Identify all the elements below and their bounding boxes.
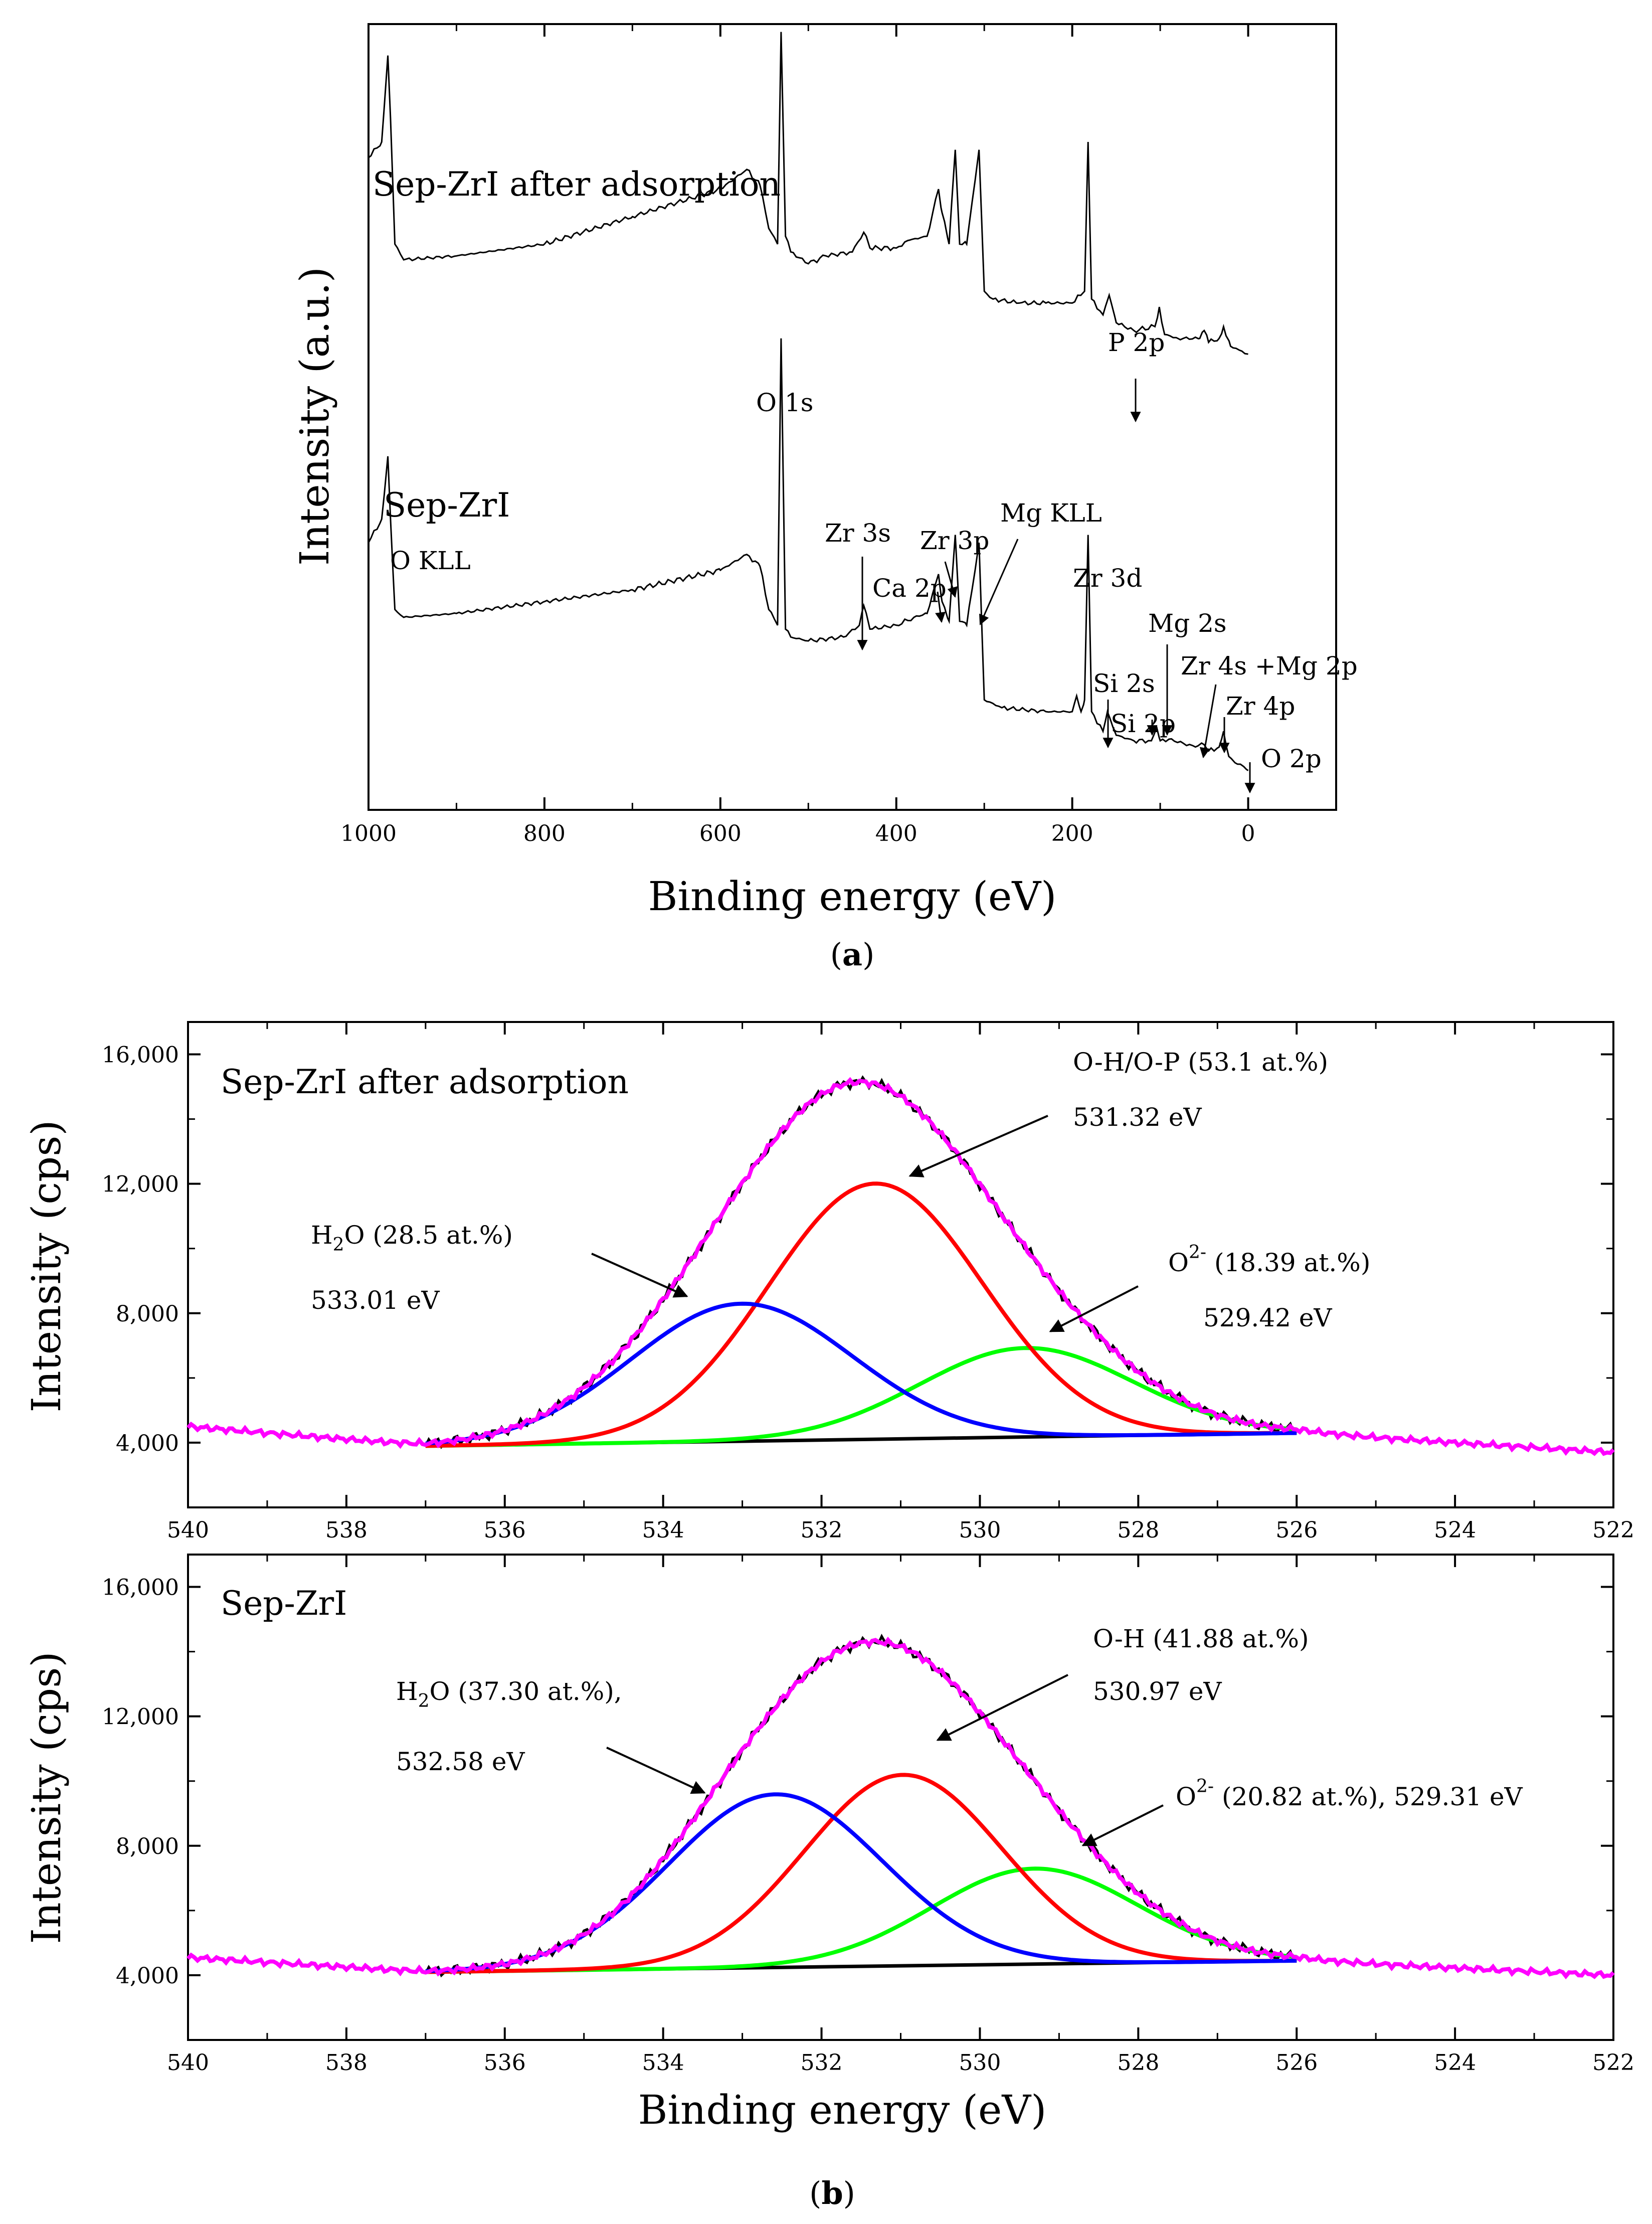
oh-component-line-bottom (425, 1773, 1297, 1974)
x-tick-label: 526 (1275, 1517, 1318, 1543)
ann-zr3d: Zr 3d (1073, 564, 1142, 593)
panel-b-top: 540 538 536 534 532 530 528 526 524 522 16,000 12,0… (23, 1021, 1634, 1543)
bt-o2-ev: 529.42 eV (1203, 1303, 1332, 1332)
survey-line-sep-zri (368, 338, 1249, 771)
x-tick-label: 530 (959, 1517, 1001, 1543)
bb-o2-name: O2- (20.82 at.%), 529.31 eV (1176, 1776, 1523, 1811)
bb-arrow-h2o (606, 1747, 706, 1794)
arrow-mgkll (979, 539, 1019, 625)
ann-zr3p: Zr 3p (920, 526, 989, 555)
x-tick-label: 528 (1117, 1517, 1159, 1543)
y-tick-label: 4,000 (116, 1431, 179, 1456)
panel-b-top-ylabel: Intensity (cps) (23, 1120, 70, 1412)
envelope-line-bottom (187, 1636, 1615, 1980)
ann-zr4p: Zr 4p (1226, 692, 1295, 721)
ann-zr4s: Zr 4s +Mg 2p (1181, 651, 1358, 680)
x-tick-label: 200 (1051, 821, 1093, 846)
panel-a-label: (a) (830, 936, 875, 973)
ann-o1s: O 1s (756, 388, 813, 417)
ann-okll: O KLL (390, 546, 471, 575)
panel-a-sample-after: Sep-ZrI after adsorption (373, 165, 781, 204)
x-tick-label: 530 (959, 2050, 1001, 2076)
o2-component-line-top (425, 1346, 1297, 1448)
bt-oh-name: O-H/O-P (53.1 at.%) (1073, 1048, 1328, 1077)
arrow-ca2p (935, 591, 946, 623)
bt-arrow-h2o (591, 1253, 688, 1298)
bt-h2o-name: H2O (28.5 at.%) (311, 1221, 513, 1255)
x-tick-label: 600 (699, 821, 742, 846)
h2o-component-line-top (425, 1301, 1297, 1446)
bt-oh-ev: 531.32 eV (1073, 1103, 1202, 1132)
survey-line-after-adsorption (368, 32, 1248, 355)
x-tick-label: 536 (484, 1517, 526, 1543)
bt-o2-name: O2- (18.39 at.%) (1168, 1242, 1370, 1277)
arrow-zr4s (1199, 684, 1217, 759)
oh-component-line-top (425, 1181, 1297, 1448)
y-tick-label: 4,000 (116, 1963, 179, 1989)
panel-b-xlabel: Binding energy (eV) (638, 2087, 1047, 2133)
ann-ca2p: Ca 2p (872, 574, 947, 603)
ann-si2p: Si 2p (1111, 709, 1176, 738)
x-tick-label: 536 (484, 2050, 526, 2076)
y-tick-label: 8,000 (116, 1301, 179, 1327)
panel-b-bottom-ticks: 540 538 536 534 532 530 528 526 524 522 16,000 12,0… (102, 1555, 1634, 2076)
x-tick-label: 522 (1592, 1517, 1634, 1543)
x-tick-label: 528 (1117, 2050, 1159, 2076)
panel-b-top-ticks: 540 538 536 534 532 530 528 526 524 522 16,000 12,0… (102, 1022, 1634, 1543)
x-tick-label: 538 (325, 1517, 368, 1543)
panel-b-bottom: 540 538 536 534 532 530 528 526 524 522 16,000 12,0… (23, 1554, 1634, 2076)
ann-o2p: O 2p (1261, 744, 1322, 773)
panel-a-frame (368, 23, 1337, 811)
panel-b-bottom-ylabel: Intensity (cps) (23, 1651, 70, 1944)
panel-a-x-ticks: 1000 800 600 400 200 0 (340, 24, 1337, 846)
x-tick-label: 526 (1275, 2050, 1318, 2076)
x-tick-label: 534 (642, 2050, 684, 2076)
ann-si2s: Si 2s (1093, 669, 1155, 698)
bb-arrow-o2 (1081, 1804, 1164, 1846)
x-tick-label: 522 (1592, 2050, 1634, 2076)
x-tick-label: 532 (801, 1517, 843, 1543)
ann-mgkll: Mg KLL (1000, 498, 1102, 528)
y-tick-label: 16,000 (102, 1575, 179, 1601)
x-tick-label: 524 (1434, 2050, 1476, 2076)
envelope-line-top (187, 1077, 1615, 1456)
x-tick-label: 0 (1241, 821, 1255, 846)
bt-arrow-o2 (1049, 1285, 1139, 1332)
x-tick-label: 534 (642, 1517, 684, 1543)
arrow-zr3p (944, 561, 958, 598)
x-tick-label: 540 (167, 1517, 209, 1543)
panel-a: 1000 800 600 400 200 0 Sep-ZrI after adsorpti… (291, 23, 1358, 973)
x-tick-label: 524 (1434, 1517, 1476, 1543)
panel-b-bottom-sample: Sep-ZrI (221, 1584, 347, 1623)
bt-arrow-oh (908, 1115, 1048, 1177)
panel-a-ylabel: Intensity (a.u.) (291, 267, 338, 566)
y-tick-label: 12,000 (102, 1704, 179, 1730)
panel-a-sample-sepzri: Sep-ZrI (384, 486, 510, 525)
y-tick-label: 16,000 (102, 1043, 179, 1068)
panel-b-label: (b) (809, 2175, 855, 2211)
bb-h2o-name: H2O (37.30 at.%), (396, 1677, 622, 1712)
ann-p2p: P 2p (1108, 328, 1165, 357)
bb-h2o-ev: 532.58 eV (396, 1747, 525, 1776)
ann-mg2s: Mg 2s (1148, 609, 1227, 638)
x-tick-label: 532 (801, 2050, 843, 2076)
panel-a-xlabel: Binding energy (eV) (648, 873, 1057, 920)
bb-oh-name: O-H (41.88 at.%) (1093, 1624, 1309, 1653)
x-tick-label: 400 (875, 821, 917, 846)
bt-h2o-ev: 533.01 eV (311, 1286, 440, 1315)
y-tick-label: 12,000 (102, 1172, 179, 1197)
ann-zr3s: Zr 3s (825, 519, 891, 548)
bb-oh-ev: 530.97 eV (1093, 1677, 1222, 1706)
panel-b-top-sample: Sep-ZrI after adsorption (221, 1063, 629, 1101)
y-tick-label: 8,000 (116, 1834, 179, 1859)
bb-arrow-oh (936, 1674, 1068, 1741)
x-tick-label: 538 (325, 2050, 368, 2076)
x-tick-label: 1000 (340, 821, 397, 846)
x-tick-label: 540 (167, 2050, 209, 2076)
x-tick-label: 800 (523, 821, 566, 846)
